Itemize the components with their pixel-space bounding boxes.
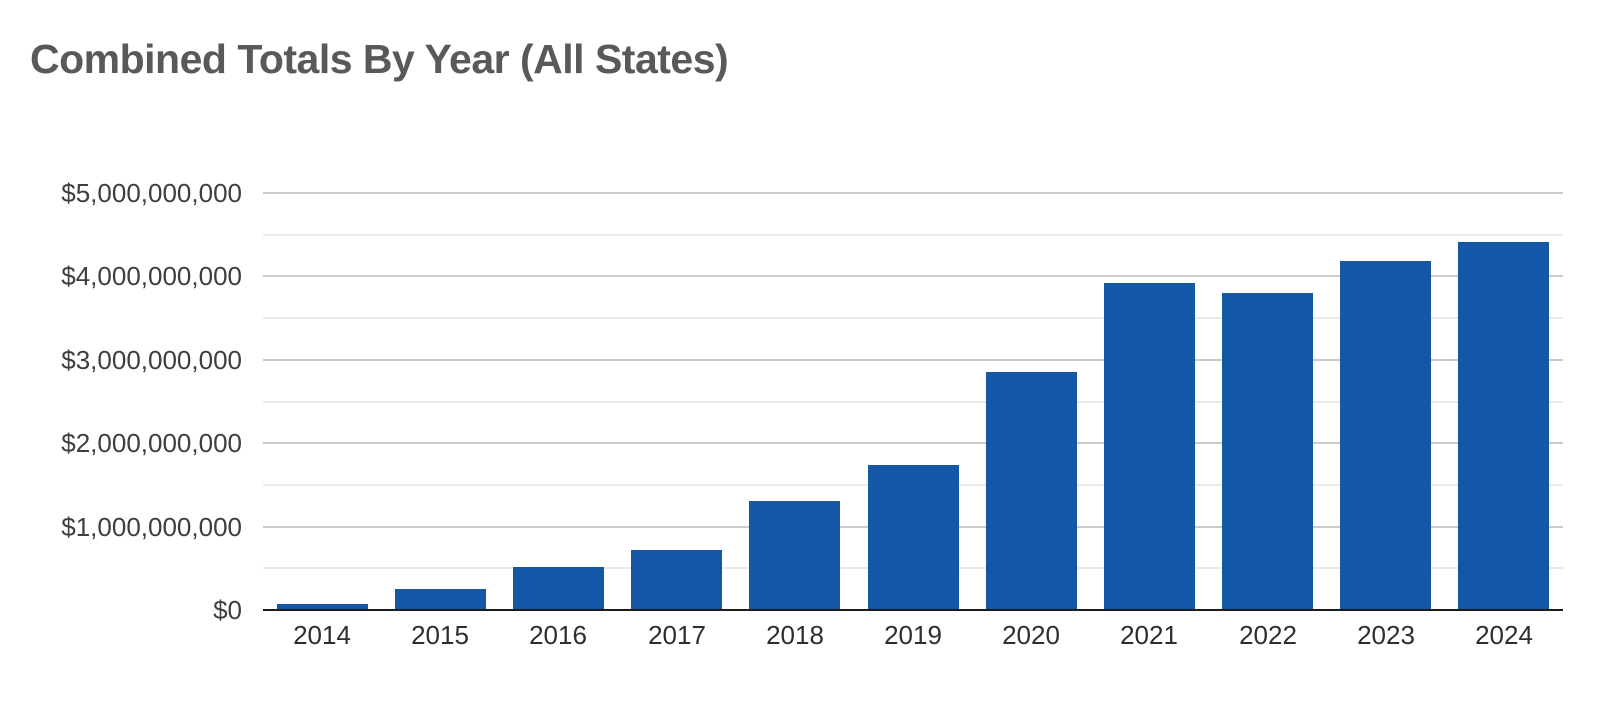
bar-2023[interactable] xyxy=(1340,261,1431,610)
bar-2015[interactable] xyxy=(395,589,486,610)
x-axis-tick-label: 2014 xyxy=(293,620,351,650)
y-axis-tick-label: $4,000,000,000 xyxy=(61,261,242,291)
x-axis-tick-label: 2023 xyxy=(1357,620,1415,650)
bar-2017[interactable] xyxy=(631,550,722,610)
x-axis-tick-label: 2019 xyxy=(884,620,942,650)
y-axis-tick-label: $2,000,000,000 xyxy=(61,428,242,458)
x-axis-line xyxy=(263,609,1563,611)
x-axis-tick-label: 2016 xyxy=(529,620,587,650)
bar-2019[interactable] xyxy=(868,465,959,610)
x-axis-tick-label: 2021 xyxy=(1120,620,1178,650)
bar-2014[interactable] xyxy=(277,604,368,610)
x-axis-tick-label: 2017 xyxy=(648,620,706,650)
bar-2020[interactable] xyxy=(986,372,1077,610)
chart-title: Combined Totals By Year (All States) xyxy=(30,36,729,82)
bar-2022[interactable] xyxy=(1222,293,1313,610)
gridline-minor xyxy=(263,234,1563,236)
x-axis-tick-label: 2024 xyxy=(1475,620,1533,650)
y-axis-tick-label: $1,000,000,000 xyxy=(61,512,242,542)
gridline-major xyxy=(263,192,1563,194)
bar-2016[interactable] xyxy=(513,567,604,610)
x-axis-tick-label: 2018 xyxy=(766,620,824,650)
y-axis-tick-label: $5,000,000,000 xyxy=(61,178,242,208)
bar-2024[interactable] xyxy=(1458,242,1549,610)
y-axis-tick-label: $0 xyxy=(213,595,242,625)
bar-2018[interactable] xyxy=(749,501,840,610)
y-axis-tick-label: $3,000,000,000 xyxy=(61,345,242,375)
bar-2021[interactable] xyxy=(1104,283,1195,610)
x-axis-tick-label: 2015 xyxy=(411,620,469,650)
x-axis-tick-label: 2022 xyxy=(1239,620,1297,650)
x-axis-tick-label: 2020 xyxy=(1002,620,1060,650)
